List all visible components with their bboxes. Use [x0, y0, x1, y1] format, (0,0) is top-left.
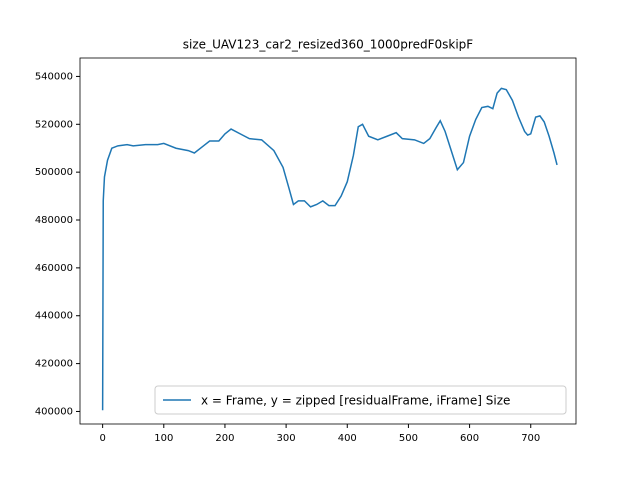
chart-title: size_UAV123_car2_resized360_1000predF0sk…: [183, 38, 473, 52]
y-tick-label: 480000: [35, 215, 73, 226]
y-tick-label: 520000: [35, 119, 73, 130]
y-tick-label: 400000: [35, 406, 73, 417]
legend-box: [154, 385, 567, 415]
x-tick-label: 100: [154, 433, 173, 444]
x-tick-label: 400: [338, 433, 357, 444]
y-tick-label: 500000: [35, 167, 73, 178]
legend-label: x = Frame, y = zipped [residualFrame, iF…: [201, 394, 510, 408]
x-tick-label: 600: [460, 433, 479, 444]
y-tick-label: 540000: [35, 71, 73, 82]
y-tick-label: 460000: [35, 263, 73, 274]
y-tick-label: 420000: [35, 359, 73, 370]
y-tick-label: 440000: [35, 311, 73, 322]
line-series: [101, 87, 558, 411]
x-tick-label: 200: [215, 433, 234, 444]
x-tick-label: 0: [99, 433, 105, 444]
x-tick-label: 300: [277, 433, 296, 444]
plot-frame: [79, 57, 577, 425]
x-tick-label: 700: [521, 433, 540, 444]
x-tick-label: 500: [399, 433, 418, 444]
